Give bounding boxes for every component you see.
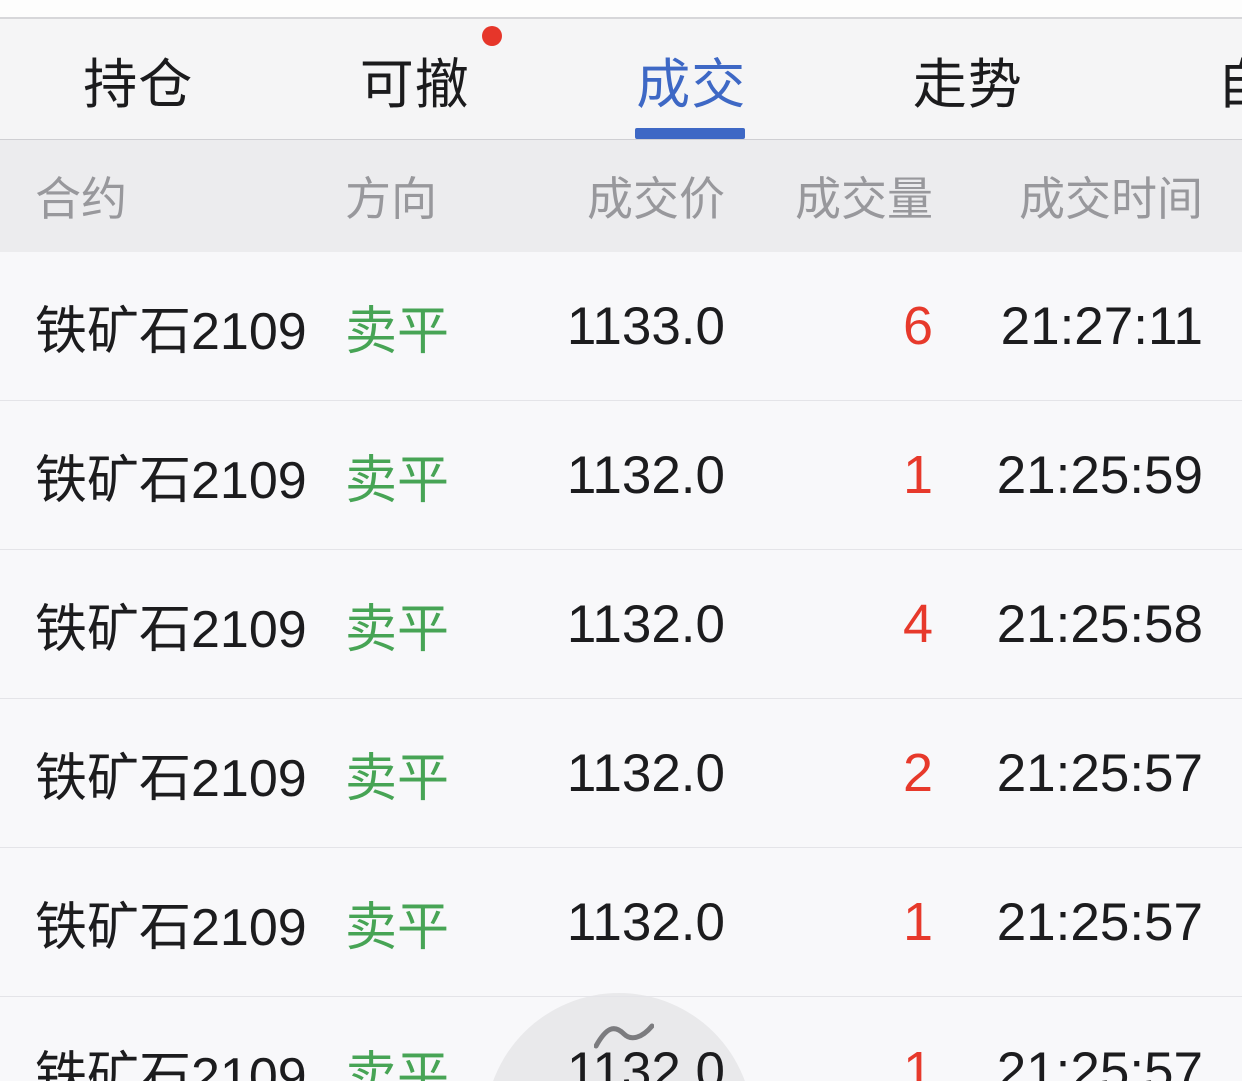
cell-contract: 铁矿石2109	[35, 1047, 307, 1081]
trade-list: 铁矿石2109 卖平 1133.0 6 21:27:11 铁矿石2109 卖平 …	[0, 252, 1242, 1081]
table-row[interactable]: 铁矿石2109 卖平 1132.0 1 21:25:59	[0, 401, 1242, 550]
cell-price: 1133.0	[566, 296, 725, 356]
cell-contract: 铁矿石2109	[35, 749, 307, 808]
header-direction: 方向	[345, 173, 437, 225]
notification-dot-icon	[481, 25, 502, 46]
cell-volume: 2	[902, 743, 933, 803]
table-row[interactable]: 铁矿石2109 卖平 1132.0 1 21:25:57	[0, 848, 1242, 997]
cell-price: 1132.0	[566, 892, 725, 952]
header-time: 成交时间	[1019, 173, 1203, 225]
tab-cancellable[interactable]: 可撤	[277, 19, 554, 139]
cell-contract: 铁矿石2109	[35, 451, 307, 510]
cell-price: 1132.0	[566, 1041, 725, 1081]
header-volume: 成交量	[795, 173, 933, 225]
header-price: 成交价	[587, 173, 725, 225]
tab-watchlist[interactable]: 自	[1106, 19, 1242, 139]
tab-filled-orders[interactable]: 成交	[553, 19, 830, 139]
cell-direction: 卖平	[345, 1047, 450, 1081]
cell-volume: 6	[902, 296, 933, 356]
cell-direction: 卖平	[345, 600, 450, 659]
tab-label: 成交	[636, 54, 747, 115]
tab-label: 持仓	[83, 54, 194, 115]
table-row[interactable]: 铁矿石2109 卖平 1132.0 4 21:25:58	[0, 550, 1242, 699]
cell-contract: 铁矿石2109	[35, 600, 307, 659]
cell-price: 1132.0	[566, 445, 725, 505]
table-row[interactable]: 铁矿石2109 卖平 1133.0 6 21:27:11	[0, 252, 1242, 401]
table-row[interactable]: 铁矿石2109 卖平 1132.0 1 21:25:57	[0, 997, 1242, 1081]
cell-volume: 1	[902, 445, 933, 505]
cell-time: 21:25:57	[996, 892, 1203, 952]
cell-volume: 1	[902, 892, 933, 952]
cell-direction: 卖平	[345, 749, 450, 808]
cell-volume: 4	[902, 594, 933, 654]
header-contract: 合约	[35, 173, 127, 225]
cell-price: 1132.0	[566, 594, 725, 654]
cell-price: 1132.0	[566, 743, 725, 803]
active-tab-indicator	[635, 128, 745, 139]
cell-volume: 1	[902, 1041, 933, 1081]
table-row[interactable]: 铁矿石2109 卖平 1132.0 2 21:25:57	[0, 699, 1242, 848]
cell-time: 21:25:59	[996, 445, 1203, 505]
cell-contract: 铁矿石2109	[35, 898, 307, 957]
cell-time: 21:27:11	[1000, 296, 1203, 356]
tab-positions[interactable]: 持仓	[0, 19, 277, 139]
cell-time: 21:25:58	[996, 594, 1203, 654]
cell-time: 21:25:57	[996, 1041, 1203, 1081]
cell-time: 21:25:57	[996, 743, 1203, 803]
status-bar-spacer	[0, 0, 1242, 19]
tab-trend[interactable]: 走势	[830, 19, 1107, 139]
cell-direction: 卖平	[345, 898, 450, 957]
tab-label: 走势	[912, 54, 1023, 115]
tab-label: 自	[1217, 40, 1242, 119]
tab-bar: 持仓 可撤 成交 走势 自	[0, 19, 1242, 140]
table-header-row: 合约 方向 成交价 成交量 成交时间	[0, 140, 1242, 252]
cell-contract: 铁矿石2109	[35, 302, 307, 361]
cell-direction: 卖平	[345, 451, 450, 510]
cell-direction: 卖平	[345, 302, 450, 361]
tab-label: 可撤	[359, 54, 470, 115]
